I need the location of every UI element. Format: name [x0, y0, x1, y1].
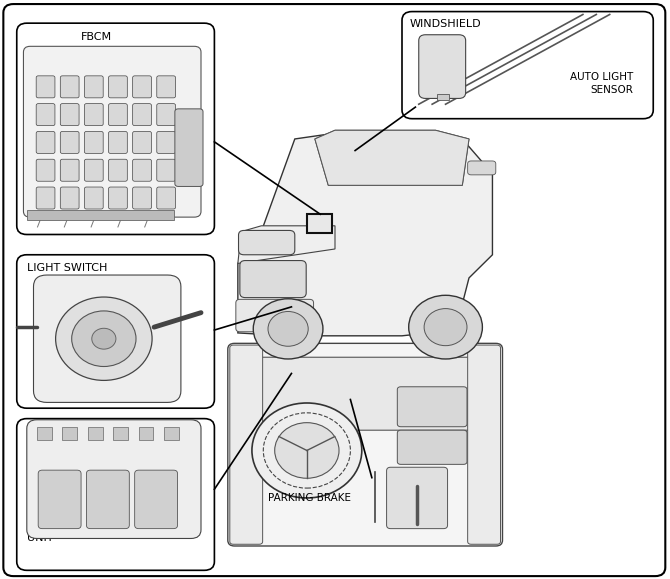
- FancyBboxPatch shape: [84, 131, 103, 153]
- FancyBboxPatch shape: [60, 104, 79, 126]
- FancyBboxPatch shape: [228, 343, 502, 546]
- FancyBboxPatch shape: [157, 187, 176, 209]
- Polygon shape: [315, 130, 469, 185]
- Bar: [37, 427, 52, 440]
- FancyBboxPatch shape: [84, 104, 103, 126]
- FancyBboxPatch shape: [239, 357, 494, 430]
- FancyBboxPatch shape: [109, 131, 127, 153]
- Circle shape: [268, 312, 308, 346]
- Circle shape: [424, 309, 467, 346]
- Bar: [437, 94, 449, 100]
- FancyBboxPatch shape: [3, 4, 665, 576]
- FancyBboxPatch shape: [239, 230, 295, 255]
- FancyBboxPatch shape: [86, 470, 129, 529]
- FancyBboxPatch shape: [468, 161, 496, 175]
- Circle shape: [72, 311, 136, 367]
- FancyBboxPatch shape: [60, 76, 79, 98]
- FancyBboxPatch shape: [36, 131, 55, 153]
- FancyBboxPatch shape: [36, 187, 55, 209]
- Polygon shape: [238, 133, 492, 336]
- FancyBboxPatch shape: [133, 131, 151, 153]
- Circle shape: [92, 328, 116, 349]
- Circle shape: [253, 299, 323, 359]
- FancyBboxPatch shape: [84, 159, 103, 181]
- FancyBboxPatch shape: [38, 470, 81, 529]
- FancyBboxPatch shape: [397, 430, 467, 464]
- FancyBboxPatch shape: [109, 76, 127, 98]
- FancyBboxPatch shape: [133, 76, 151, 98]
- FancyBboxPatch shape: [109, 159, 127, 181]
- Bar: [27, 210, 174, 220]
- Text: START STOP
UNIT: START STOP UNIT: [27, 520, 94, 543]
- FancyBboxPatch shape: [133, 159, 151, 181]
- FancyBboxPatch shape: [236, 299, 314, 332]
- FancyBboxPatch shape: [175, 109, 203, 186]
- FancyBboxPatch shape: [157, 159, 176, 181]
- FancyBboxPatch shape: [36, 104, 55, 126]
- FancyBboxPatch shape: [228, 124, 502, 342]
- FancyBboxPatch shape: [84, 187, 103, 209]
- FancyBboxPatch shape: [60, 187, 79, 209]
- Text: WINDSHIELD: WINDSHIELD: [410, 19, 482, 28]
- FancyBboxPatch shape: [109, 187, 127, 209]
- Text: AUTO LIGHT
SENSOR: AUTO LIGHT SENSOR: [570, 72, 633, 95]
- FancyBboxPatch shape: [133, 104, 151, 126]
- FancyBboxPatch shape: [17, 23, 214, 234]
- Bar: [164, 427, 179, 440]
- FancyBboxPatch shape: [36, 159, 55, 181]
- Circle shape: [409, 295, 482, 359]
- FancyBboxPatch shape: [36, 76, 55, 98]
- FancyBboxPatch shape: [468, 345, 500, 544]
- FancyBboxPatch shape: [17, 419, 214, 570]
- FancyBboxPatch shape: [157, 104, 176, 126]
- Polygon shape: [315, 130, 469, 185]
- Circle shape: [275, 423, 339, 478]
- Text: LIGHT SWITCH: LIGHT SWITCH: [27, 263, 107, 273]
- FancyBboxPatch shape: [84, 76, 103, 98]
- FancyBboxPatch shape: [60, 131, 79, 153]
- FancyBboxPatch shape: [109, 104, 127, 126]
- FancyBboxPatch shape: [27, 420, 201, 538]
- Circle shape: [56, 297, 152, 380]
- Bar: [88, 427, 103, 440]
- FancyBboxPatch shape: [133, 187, 151, 209]
- FancyBboxPatch shape: [240, 261, 306, 298]
- FancyBboxPatch shape: [402, 12, 653, 119]
- FancyBboxPatch shape: [230, 345, 263, 544]
- FancyBboxPatch shape: [157, 131, 176, 153]
- Bar: [113, 427, 128, 440]
- FancyBboxPatch shape: [17, 255, 214, 408]
- FancyBboxPatch shape: [157, 76, 176, 98]
- Text: FBCM: FBCM: [80, 32, 111, 42]
- Bar: [139, 427, 153, 440]
- FancyBboxPatch shape: [419, 35, 466, 98]
- Bar: [62, 427, 77, 440]
- Bar: [307, 214, 332, 233]
- Text: PARKING BRAKE: PARKING BRAKE: [268, 493, 351, 503]
- FancyBboxPatch shape: [397, 387, 467, 427]
- FancyBboxPatch shape: [34, 275, 181, 402]
- FancyBboxPatch shape: [135, 470, 178, 529]
- FancyBboxPatch shape: [23, 46, 201, 217]
- FancyBboxPatch shape: [60, 159, 79, 181]
- FancyBboxPatch shape: [387, 467, 448, 529]
- Circle shape: [252, 403, 362, 498]
- Polygon shape: [238, 226, 335, 263]
